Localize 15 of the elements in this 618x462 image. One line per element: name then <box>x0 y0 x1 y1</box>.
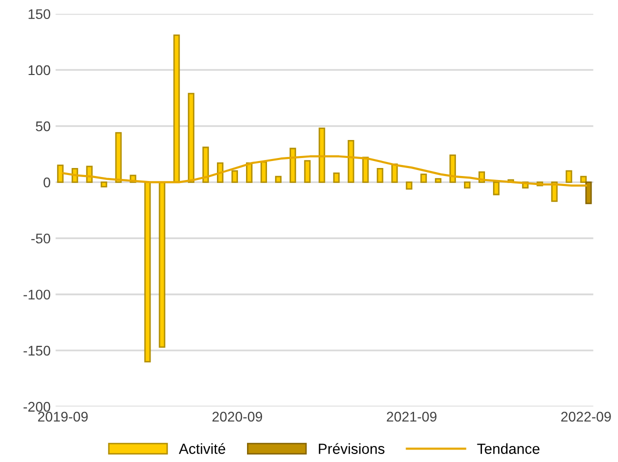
y-tick-label: -150 <box>24 346 50 356</box>
legend-label: Prévisions <box>318 443 384 454</box>
x-tick-label: 2022-09 <box>561 412 611 422</box>
x-tick-label: 2019-09 <box>38 412 88 422</box>
y-tick-label: 100 <box>28 65 50 76</box>
y-tick-label: 50 <box>36 121 50 132</box>
legend-label: Activité <box>178 443 226 454</box>
y-tick-label: -100 <box>24 290 50 300</box>
y-tick-label: -200 <box>24 402 50 412</box>
legend-label: Tendance <box>477 443 540 454</box>
y-tick-label: -50 <box>31 234 50 244</box>
y-tick-label: 150 <box>28 9 50 20</box>
y-tick-label: 0 <box>44 177 50 188</box>
x-tick-label: 2020-09 <box>212 412 262 422</box>
x-tick-label: 2021-09 <box>386 412 436 422</box>
